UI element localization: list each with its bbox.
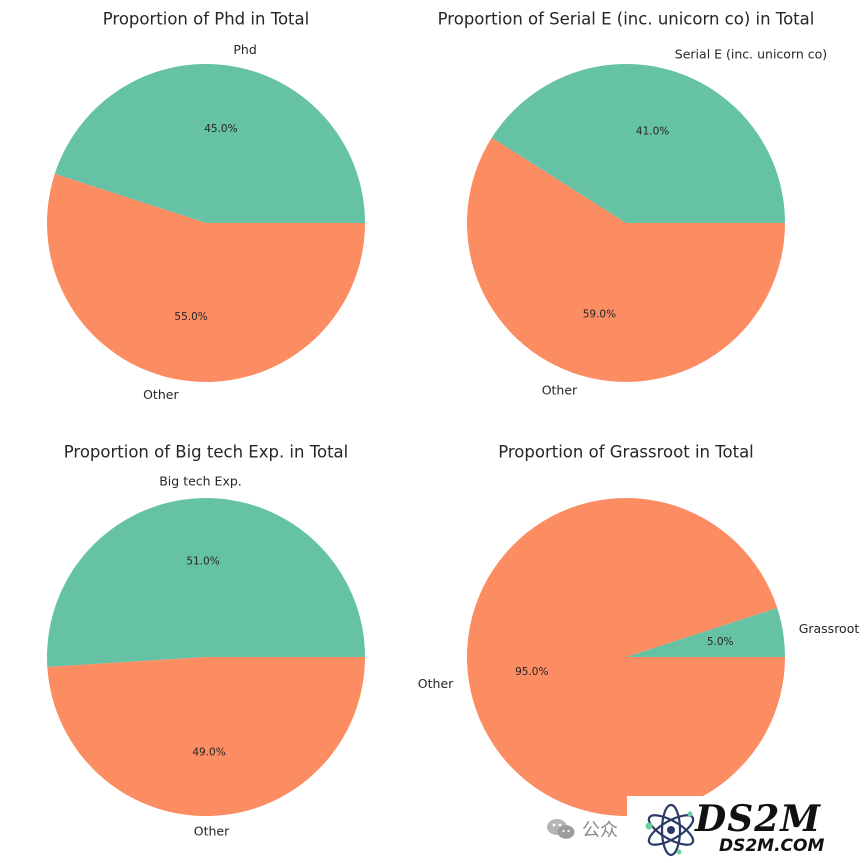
pie-chart-2: Proportion of Serial E (inc. unicorn co)… [438,10,828,398]
watermark-logo-text: DS2M [695,798,822,840]
slice-percent-label: 49.0% [192,746,225,758]
slice-label: Grassroot [799,621,860,636]
slice-percent-label: 45.0% [204,123,237,135]
watermark-wechat: 公众 [546,814,618,844]
pie-slice-other [467,497,785,816]
pie-slice-other [46,173,365,382]
pie-slice-big-tech-exp [46,498,366,667]
wechat-icon [547,819,575,839]
pie-chart-3: Proportion of Big tech Exp. in Total Big … [46,443,366,838]
chart-title: Proportion of Serial E (inc. unicorn co)… [438,10,815,29]
slice-label: Phd [233,42,256,57]
watermark-logo-domain: DS2M.COM [719,836,825,856]
pie-slice-other [467,137,785,382]
slice-percent-label: 41.0% [636,125,669,137]
pie-slice-grassroot [626,607,785,657]
slice-label: Big tech Exp. [159,474,242,489]
atom-icon [645,803,695,857]
slice-label: Other [194,823,230,838]
chart-title: Proportion of Grassroot in Total [498,443,754,462]
slice-percent-label: 59.0% [583,309,616,321]
slice-percent-label: 95.0% [515,666,548,678]
pie-slice-other [47,657,366,817]
slice-label: Other [143,387,179,402]
slice-percent-label: 5.0% [707,636,734,648]
pie-slice-phd [54,63,366,223]
watermark-wechat-text: 公众 [582,820,618,841]
slice-label: Other [418,676,454,691]
slice-label: Other [542,383,578,398]
slice-label: Serial E (inc. unicorn co) [675,47,827,62]
pie-chart-4: Proportion of Grassroot in Total Grassroo… [418,443,860,816]
slice-percent-label: 55.0% [174,311,207,323]
slice-percent-label: 51.0% [186,556,219,568]
watermark-logo: DS2M DS2M.COM [627,796,865,863]
pie-chart-1: Proportion of Phd in Total Phd 45.0% Other 5… [46,10,366,402]
chart-title: Proportion of Phd in Total [103,10,309,29]
pie-slice-serial-e-inc-unicorn-co [491,63,785,223]
chart-title: Proportion of Big tech Exp. in Total [64,443,349,462]
